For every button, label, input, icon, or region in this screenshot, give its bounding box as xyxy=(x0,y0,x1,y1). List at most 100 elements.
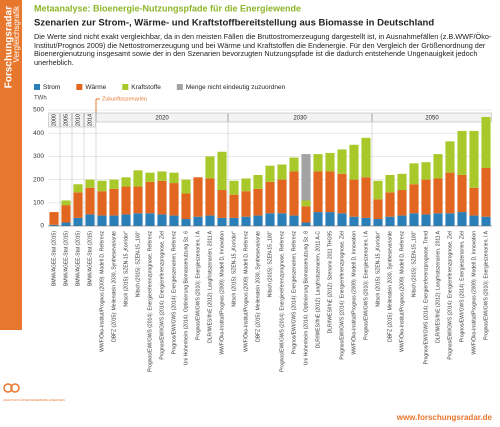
x-tick-label: Prognos/EWI/GWS (2014): Energieszenarien… xyxy=(291,231,297,355)
x-tick-label: Prognos/EWI/GWS (2010): Energieszenarien… xyxy=(363,230,369,340)
bar-segment xyxy=(253,188,263,216)
bar-segment xyxy=(325,212,335,226)
bar-segment xyxy=(121,186,131,215)
x-tick-label: DBFZ (2015): Meilenstein 2030, Synthesev… xyxy=(111,231,117,342)
x-tick-label: DLR/IWES/IfnE (2012): Langfristszenarien… xyxy=(435,230,441,343)
bar-segment xyxy=(421,179,431,215)
bar-segment xyxy=(241,216,251,226)
bar-segment xyxy=(145,181,155,214)
bar-segment xyxy=(409,163,419,185)
sidebar-title: Forschungsradar xyxy=(4,6,15,88)
bar-segment xyxy=(133,170,143,187)
bar-segment xyxy=(49,212,59,225)
bar-segment xyxy=(361,217,371,226)
bar-segment xyxy=(349,179,359,217)
bar-segment xyxy=(73,184,83,193)
x-tick-label: BMWi/AGEE-Stat (2015) xyxy=(87,231,93,286)
bar-segment xyxy=(205,215,215,226)
x-tick-label: Prognos/EWI/GWS (2010): Energieszenarien… xyxy=(483,230,489,340)
logo-text: AGENTUR FÜR ERNEUERBARE ENERGIEN xyxy=(3,398,65,402)
kicker: Metaanalyse: Bioenergie-Nutzungspfade fü… xyxy=(34,3,301,13)
description: Die Werte sind nicht exakt vergleichbar,… xyxy=(34,32,492,67)
bar-segment xyxy=(301,154,311,201)
bar-segment xyxy=(265,165,275,182)
bar-segment xyxy=(73,217,83,226)
group-header xyxy=(96,112,228,123)
bar-segment xyxy=(289,215,299,226)
bar-segment xyxy=(457,130,467,175)
bar-segment xyxy=(349,216,359,226)
bar-segment xyxy=(337,149,347,174)
bar-segment xyxy=(229,194,239,218)
bar-segment xyxy=(169,183,179,216)
x-tick-label: WWF/Öko-Institut/Prognos (2009): Modell … xyxy=(350,231,357,355)
x-tick-label: Prognos/EWI/GWS (2014): Energiereferenzp… xyxy=(147,231,153,372)
bar-segment xyxy=(169,172,179,184)
x-tick-label: Prognos/EWI/GWS (2010): Energieszenarien… xyxy=(195,230,201,340)
bar-segment xyxy=(61,222,71,226)
bar-segment xyxy=(337,173,347,214)
x-tick-label: BMWi/AGEE-Stat (2015) xyxy=(75,231,81,286)
bar-segment xyxy=(481,168,491,217)
bar-segment xyxy=(349,144,359,180)
bar-segment xyxy=(457,212,467,226)
group-label: 2050 xyxy=(425,116,439,122)
bar-segment xyxy=(49,224,59,226)
logo xyxy=(10,383,20,393)
bar-segment xyxy=(253,215,263,226)
legend-label: Wärme xyxy=(85,84,106,91)
bar-segment xyxy=(433,213,443,226)
x-tick-label: Nitsch (2015): SZEN-15 „100“ xyxy=(267,231,273,297)
x-tick-label: DBFZ (2015): Meilenstein 2030, Synthesev… xyxy=(255,231,261,342)
bar-segment xyxy=(109,179,119,189)
group-header xyxy=(72,112,84,128)
sidebar xyxy=(0,0,22,330)
bar-segment xyxy=(433,178,443,214)
bar-segment xyxy=(397,173,407,191)
x-tick-label: BMWi/AGEE-Stat (2015) xyxy=(63,231,69,286)
group-label: 2005 xyxy=(63,114,69,126)
bar-segment xyxy=(217,190,227,218)
bar-segment xyxy=(409,184,419,214)
bar-segment xyxy=(289,171,299,216)
bar-segment xyxy=(205,178,215,216)
bar-segment xyxy=(97,215,107,226)
bar-segment xyxy=(481,216,491,226)
bar-segment xyxy=(481,116,491,168)
x-tick-label: Prognos/EWI/GWS (2014): Energieszenarien… xyxy=(171,231,177,355)
bar-segment xyxy=(421,162,431,180)
x-tick-label: DLR/IWES/IfnE (2012): Szenario 2011 THG9… xyxy=(327,231,333,334)
x-tick-label: BMWi/AGEE-Stat (2015) xyxy=(51,231,57,286)
x-tick-label: WWF/Öko-Institut/Prognos (2009): Modell … xyxy=(470,231,477,355)
group-header xyxy=(60,112,72,128)
bar-segment xyxy=(469,187,479,216)
sidebar-subtitle: Vergleichsgrafik xyxy=(12,5,21,62)
bar-segment xyxy=(265,181,275,214)
x-tick-label: Nitsch (2015): SZEN-15 „100“ xyxy=(135,231,141,297)
x-tick-label: DLR/IWES/IfnE (2012): Langfristszenarien… xyxy=(207,230,213,343)
bar-segment xyxy=(241,178,251,192)
group-label: 2020 xyxy=(155,116,169,122)
x-tick-label: Prognos/EWI/GWS (2014): Energieszenarien… xyxy=(459,231,465,342)
bar-segment xyxy=(157,171,167,181)
group-label: 2030 xyxy=(293,116,307,122)
bar-segment xyxy=(313,171,323,213)
bar-segment xyxy=(157,214,167,226)
x-tick-label: WWF/Öko-Institut/Prognos (2009): Modell … xyxy=(218,231,225,355)
bar-segment xyxy=(121,177,131,187)
x-tick-label: Prognos/EWI/GWS (2014): Energiereferenzp… xyxy=(279,231,285,372)
group-label: 2000 xyxy=(51,114,57,126)
bar-segment xyxy=(361,177,371,218)
bar-segment xyxy=(229,180,239,195)
y-tick-label: 200 xyxy=(33,176,44,183)
bar-segment xyxy=(325,152,335,172)
bar-segment xyxy=(469,130,479,188)
x-tick-label: Prognos/EWI/GWS (2014): Energiereferenzp… xyxy=(447,231,453,360)
bar-segment xyxy=(457,174,467,213)
y-tick-label: 100 xyxy=(33,200,44,207)
bar-segment xyxy=(85,179,95,188)
bar-segment xyxy=(181,179,191,194)
bar-segment xyxy=(421,214,431,226)
x-tick-label: Uni Hohenheim (2014): Optimierung Biomas… xyxy=(183,231,189,365)
